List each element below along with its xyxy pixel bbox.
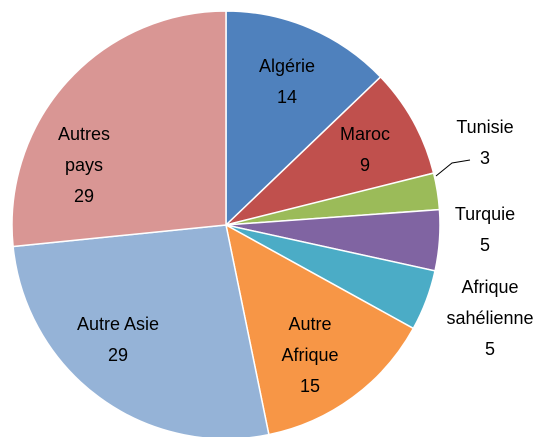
slice-label: Autres pays bbox=[58, 124, 110, 175]
pie-slice bbox=[225, 10, 382, 227]
value-label: 3 bbox=[480, 148, 490, 168]
slice-label: Maroc bbox=[340, 124, 390, 144]
label-line: Autres bbox=[58, 124, 110, 144]
value-label: 14 bbox=[277, 87, 297, 107]
leader-line bbox=[435, 159, 471, 177]
pie-slice bbox=[12, 224, 270, 437]
label-line: sahélienne bbox=[446, 308, 533, 328]
label-line: pays bbox=[65, 155, 103, 175]
slice-label: Autre Asie bbox=[77, 314, 159, 334]
slice-label: Autre Afrique bbox=[281, 314, 338, 365]
value-label: 5 bbox=[480, 235, 490, 255]
slice-label: Algérie bbox=[259, 56, 315, 76]
value-label: 29 bbox=[74, 186, 94, 206]
pie-slice bbox=[11, 10, 227, 248]
value-label: 9 bbox=[360, 155, 370, 175]
label-line: Afrique bbox=[461, 277, 518, 297]
value-label: 15 bbox=[300, 376, 320, 396]
pie-slice bbox=[223, 75, 435, 227]
slice-label: Tunisie bbox=[456, 117, 513, 137]
slice-label: Afrique sahélienne bbox=[446, 277, 533, 328]
value-label: 29 bbox=[108, 345, 128, 365]
label-line: Afrique bbox=[281, 345, 338, 365]
value-label: 5 bbox=[485, 339, 495, 359]
label-line: Autre bbox=[288, 314, 331, 334]
slice-label: Turquie bbox=[455, 204, 515, 224]
pie-slice bbox=[224, 223, 415, 436]
